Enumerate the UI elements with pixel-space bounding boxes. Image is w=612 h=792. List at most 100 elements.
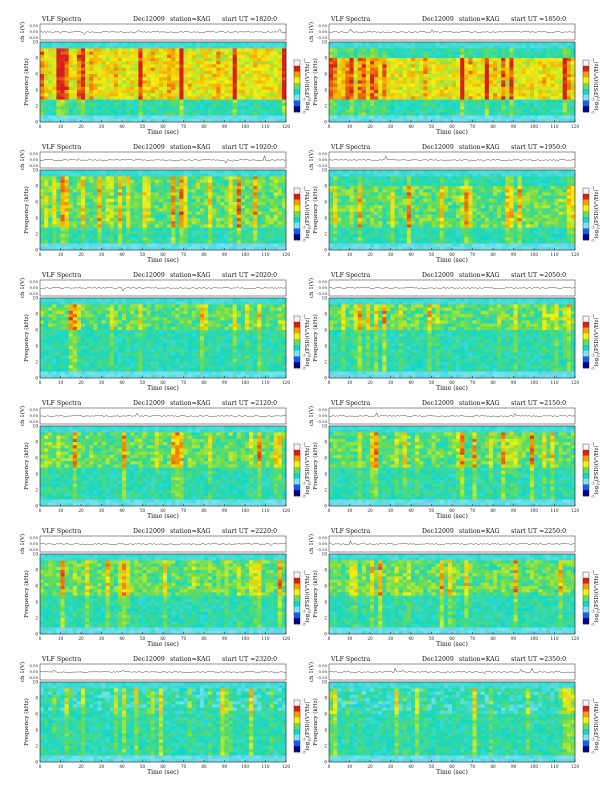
heatmap-cell: [249, 67, 254, 72]
time-series-ylabel: ch 1(V): [19, 22, 26, 42]
heatmap-cell: [333, 170, 338, 174]
heatmap-cell: [566, 45, 572, 49]
heatmap-cell: [439, 173, 445, 177]
heatmap-cell: [122, 45, 127, 49]
heatmap-cell: [245, 42, 250, 46]
heatmap-cell: [394, 83, 399, 88]
heatmap-cell: [154, 205, 160, 209]
heatmap-cell: [130, 234, 135, 238]
heatmap-cell: [179, 198, 184, 203]
heatmap-cell: [44, 170, 49, 174]
heatmap-cell: [72, 189, 78, 193]
heatmap-cell: [423, 173, 428, 177]
heatmap-cell: [361, 96, 367, 100]
heatmap-cell: [333, 67, 338, 72]
x-tick-label: 30: [99, 124, 105, 129]
heatmap-cell: [273, 99, 279, 104]
heatmap-cell: [431, 112, 436, 116]
heatmap-cell: [138, 240, 143, 244]
heatmap-cell: [261, 45, 266, 49]
heatmap-cell: [52, 208, 57, 212]
heatmap-cell: [81, 70, 86, 75]
heatmap-cell: [158, 176, 164, 180]
heatmap-cell: [48, 42, 53, 46]
heatmap-cell: [195, 234, 201, 238]
heatmap-cell: [349, 118, 354, 123]
heatmap-cell: [341, 77, 346, 81]
x-tick-label: 50: [140, 252, 146, 257]
heatmap-cell: [484, 115, 490, 120]
heatmap-cell: [146, 61, 151, 65]
heatmap-cell: [423, 93, 428, 97]
heatmap-cell: [204, 106, 209, 110]
heatmap-cell: [44, 54, 49, 59]
heatmap-cell: [81, 109, 86, 113]
heatmap-cell: [48, 186, 53, 190]
heatmap-cell: [329, 96, 334, 100]
heatmap-cell: [374, 102, 379, 107]
heatmap-cell: [105, 74, 110, 78]
heatmap-cell: [253, 170, 258, 174]
heatmap-cell: [44, 118, 49, 123]
heatmap-cell: [52, 179, 57, 184]
heatmap-cell: [534, 58, 539, 62]
heatmap-cell: [85, 176, 90, 180]
heatmap-cell: [249, 230, 254, 235]
heatmap-cell: [265, 224, 270, 228]
heatmap-cell: [240, 115, 246, 120]
heatmap-cell: [60, 202, 65, 206]
x-tick-label: 0: [39, 252, 42, 257]
heatmap-cell: [370, 64, 375, 68]
heatmap-cell: [236, 67, 242, 72]
heatmap-cell: [89, 198, 94, 203]
heatmap-cell: [56, 227, 61, 232]
heatmap-cell: [52, 192, 57, 196]
heatmap-cell: [337, 109, 342, 113]
heatmap-cell: [216, 192, 221, 196]
heatmap-cell: [419, 77, 424, 81]
heatmap-cell: [554, 179, 559, 184]
heatmap-cell: [265, 198, 270, 203]
heatmap-cell: [378, 182, 383, 187]
heatmap-cell: [566, 96, 572, 100]
heatmap-cell: [423, 170, 428, 174]
heatmap-cell: [195, 99, 201, 104]
heatmap-cell: [212, 211, 217, 216]
heatmap-cell: [81, 195, 86, 200]
heatmap-cell: [273, 74, 279, 78]
heatmap-cell: [406, 109, 412, 113]
heatmap-cell: [505, 45, 510, 49]
heatmap-cell: [89, 224, 94, 228]
heatmap-cell: [146, 70, 151, 75]
heatmap-cell: [249, 102, 254, 107]
heatmap-cell: [150, 80, 156, 84]
heatmap-cell: [554, 42, 559, 46]
heatmap-cell: [542, 118, 547, 123]
heatmap-cell: [195, 74, 201, 78]
heatmap-cell: [134, 192, 139, 196]
heatmap-cell: [183, 192, 188, 196]
heatmap-cell: [199, 179, 205, 184]
heatmap-cell: [199, 83, 205, 88]
heatmap-cell: [382, 51, 387, 56]
heatmap-cell: [525, 170, 531, 174]
heatmap-cell: [117, 96, 123, 100]
heatmap-cell: [464, 109, 469, 113]
heatmap-cell: [224, 202, 229, 206]
heatmap-cell: [501, 61, 506, 65]
heatmap-cell: [257, 182, 262, 187]
heatmap-cell: [228, 234, 233, 238]
heatmap-cell: [265, 189, 270, 193]
heatmap-cell: [52, 51, 57, 56]
heatmap-cell: [187, 205, 192, 209]
heatmap-cell: [109, 208, 115, 212]
heatmap-cell: [224, 230, 229, 235]
y-tick-label: 2: [324, 104, 327, 109]
heatmap-cell: [443, 48, 449, 52]
heatmap-cell: [171, 246, 176, 251]
heatmap-cell: [68, 189, 74, 193]
heatmap-cell: [212, 192, 217, 196]
heatmap-cell: [464, 45, 469, 49]
heatmap-cell: [570, 51, 576, 56]
heatmap-cell: [40, 176, 45, 180]
